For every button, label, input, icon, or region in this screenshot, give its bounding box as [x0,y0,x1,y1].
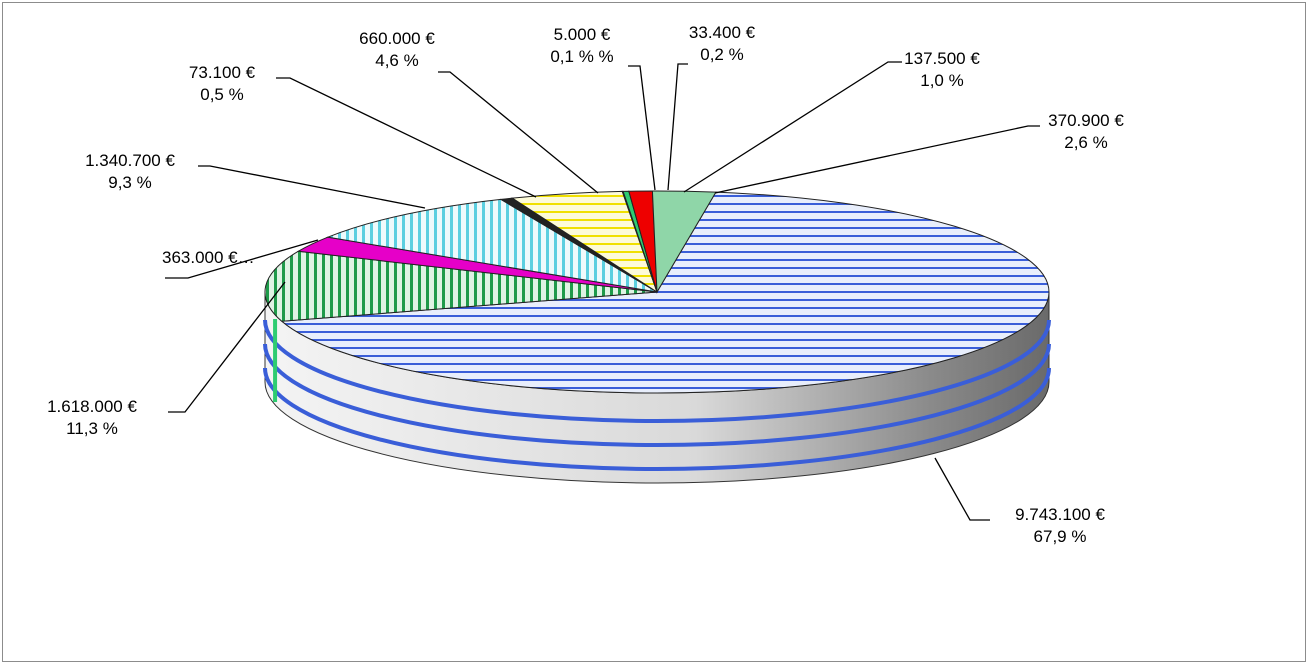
slice-percent-label: 0,5 % [200,85,243,104]
slice-percent-label: 0,2 % [700,45,743,64]
side-stripe [263,367,1051,471]
leader-line [198,165,426,209]
slice-value-label: 9.743.100 € [1015,505,1105,524]
leader-line [168,281,286,413]
slice-value-label: 370.900 € [1048,111,1124,130]
leader-line [628,65,656,191]
slice-value-label: 1.340.700 € [85,151,175,170]
leader-line [165,239,319,279]
slice-value-label: 1.618.000 € [47,397,137,416]
leader-line [276,77,537,198]
slice-percent-label: 0,1 % % [550,47,613,66]
pie-slice [280,191,1050,394]
side-stripe [263,319,1051,423]
leader-line [667,63,688,191]
leader-line [683,61,902,193]
slice-percent-label: 11,3 % [66,419,118,438]
slice-percent-label: 9,3 % [108,173,151,192]
leader-line [714,125,1040,194]
slice-value-label: 73.100 € [189,63,256,82]
slice-value-label: 5.000 € [554,25,611,44]
pie-slice [325,198,658,293]
slice-percent-label: 2,6 % [1064,133,1107,152]
slice-value-label: 363.000 €… [162,248,255,267]
slice-value-label: 33.400 € [689,23,756,42]
leader-line [438,71,599,194]
leader-line [934,457,990,521]
slice-percent-label: 67,9 % [1034,527,1087,546]
side-stripe [263,343,1051,447]
pie-slice [264,250,658,322]
slice-value-label: 137.500 € [904,49,980,68]
slice-percent-label: 1,0 % [920,71,963,90]
slice-value-label: 660.000 € [359,29,435,48]
slice-percent-label: 4,6 % [375,51,418,70]
